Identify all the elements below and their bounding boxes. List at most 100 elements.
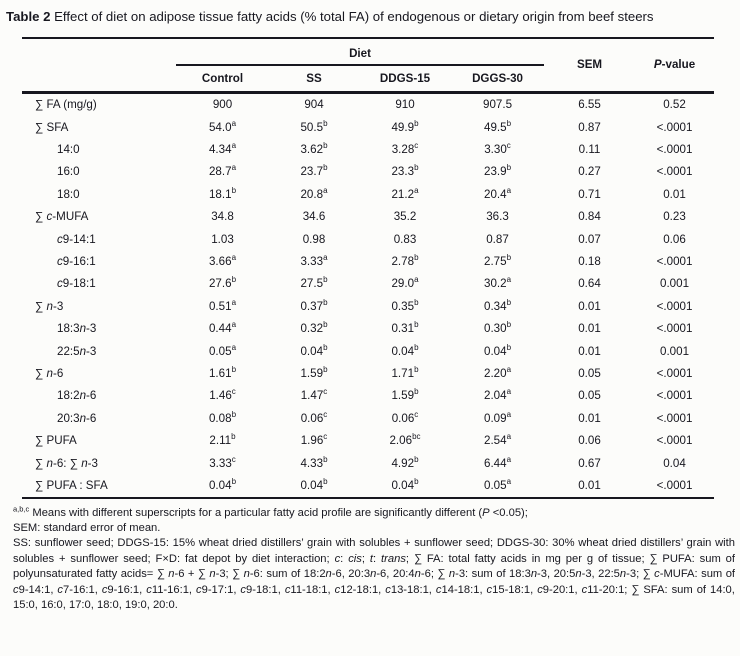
row-label: ∑ PUFA : SFA — [35, 478, 108, 492]
cell-ddgs-15: 23.3b — [391, 163, 419, 179]
cell-p-value: <.0001 — [656, 165, 693, 179]
cell-ss: 0.98 — [302, 232, 326, 246]
table-row: c9-16:1 3.66a 3.33a 2.78b 2.75b 0.18 <.0… — [22, 250, 714, 272]
cell-ss: 3.33a — [300, 253, 328, 269]
cell-control: 1.03 — [211, 232, 234, 246]
table-row: 16:0 28.7a 23.7b 23.3b 23.9b 0.27 <.0001 — [22, 161, 714, 183]
row-label: ∑ FA (mg/g) — [35, 98, 97, 112]
cell-p-value: <.0001 — [656, 366, 693, 380]
table-header: Diet SEM P-value Control SS DDGS-15 DGGS… — [22, 37, 715, 93]
cell-p-value: 0.52 — [663, 98, 686, 112]
cell-sem: 0.01 — [578, 478, 601, 492]
cell-p-value: <.0001 — [656, 322, 693, 336]
row-label: 20:3n-6 — [57, 411, 97, 425]
cell-p-value: <.0001 — [656, 478, 693, 492]
cell-p-value: 0.06 — [663, 232, 686, 246]
cell-ddgs-15: 2.06bc — [389, 432, 421, 448]
cell-sem: 0.11 — [578, 143, 601, 157]
cell-sem: 0.27 — [578, 165, 601, 179]
cell-sem: 0.18 — [578, 255, 601, 269]
cell-dggs-30: 3.30c — [484, 141, 511, 157]
table-row: 14:0 4.34a 3.62b 3.28c 3.30c 0.11 <.0001 — [22, 138, 714, 160]
cell-ss: 23.7b — [300, 163, 328, 179]
cell-dggs-30: 49.5b — [484, 118, 512, 134]
row-label: ∑ n-6: ∑ n-3 — [35, 456, 98, 470]
cell-ss: 20.8a — [300, 185, 328, 201]
stub-cell — [22, 38, 176, 93]
cell-control: 0.44a — [208, 320, 237, 336]
cell-p-value: 0.01 — [663, 187, 686, 201]
table-row: ∑ PUFA : SFA 0.04b 0.04b 0.04b 0.05a 0.0… — [22, 474, 714, 497]
cell-control: 2.11b — [209, 432, 236, 448]
cell-sem: 0.05 — [578, 389, 601, 403]
diet-columns-row: Control SS DDGS-15 DGGS-30 — [22, 65, 714, 93]
cell-dggs-30: 2.75b — [484, 253, 512, 269]
cell-sem: 0.07 — [578, 232, 601, 246]
cell-control: 3.33c — [209, 454, 236, 470]
cell-p-value: 0.23 — [663, 210, 686, 224]
row-label: c9-14:1 — [57, 232, 96, 246]
cell-ss: 4.33b — [300, 454, 328, 470]
cell-ss: 1.47c — [300, 387, 328, 403]
cell-ss: 0.04b — [300, 342, 328, 358]
row-label: 18:2n-6 — [57, 389, 97, 403]
cell-ss: 0.04b — [300, 477, 328, 492]
cell-p-value: <.0001 — [656, 411, 693, 425]
footnote-abbreviations: SS: sunflower seed; DDGS-15: 15% wheat d… — [13, 537, 736, 612]
cell-ss: 904 — [304, 98, 324, 112]
cell-control: 900 — [212, 98, 233, 112]
cell-p-value: 0.04 — [663, 456, 686, 470]
cell-ss: 34.6 — [302, 210, 326, 224]
cell-dggs-30: 2.54a — [484, 432, 512, 448]
cell-p-value: <.0001 — [656, 434, 693, 448]
cell-p-value: <.0001 — [656, 255, 693, 269]
cell-ddgs-15: 3.28c — [391, 141, 419, 157]
cell-dggs-30: 0.04b — [484, 342, 512, 358]
cell-ddgs-15: 0.04b — [391, 342, 419, 358]
row-label: ∑ SFA — [35, 120, 69, 134]
table-row: ∑ c-MUFA 34.8 34.6 35.2 36.3 0.84 0.23 — [22, 206, 714, 228]
row-label: 18:3n-3 — [57, 322, 97, 336]
table-row: 20:3n-6 0.08b 0.06c 0.06c 0.09a 0.01 <.0… — [22, 407, 714, 429]
footnote-sem: SEM: standard error of mean. — [13, 522, 161, 535]
cell-ddgs-15: 1.59b — [391, 387, 419, 403]
cell-ddgs-15: 49.9b — [391, 118, 419, 134]
cell-ddgs-15: 29.0a — [391, 275, 419, 291]
cell-sem: 0.05 — [578, 366, 601, 380]
row-label: 18:0 — [57, 187, 80, 201]
fatty-acid-table: Diet SEM P-value Control SS DDGS-15 DGGS… — [22, 36, 715, 499]
cell-p-value: <.0001 — [656, 299, 693, 313]
cell-control: 0.08b — [208, 409, 237, 425]
cell-ddgs-15: 35.2 — [393, 210, 417, 224]
cell-control: 54.0a — [208, 118, 237, 134]
cell-control: 0.51a — [208, 297, 237, 313]
table-row: 18:2n-6 1.46c 1.47c 1.59b 2.04a 0.05 <.0… — [22, 385, 714, 407]
cell-sem: 6.55 — [578, 98, 601, 112]
cell-ddgs-15: 910 — [395, 98, 415, 112]
cell-ss: 0.32b — [300, 320, 328, 336]
cell-control: 4.34a — [208, 141, 237, 157]
table-row: 18:3n-3 0.44a 0.32b 0.31b 0.30b 0.01 <.0… — [22, 318, 714, 340]
table-row: 22:5n-3 0.05a 0.04b 0.04b 0.04b 0.01 0.0… — [22, 340, 714, 362]
table-row: c9-14:1 1.03 0.98 0.83 0.87 0.07 0.06 — [22, 228, 714, 250]
cell-ss: 27.5b — [300, 275, 328, 291]
column-header-ddgs-15: DDGS-15 — [379, 71, 431, 85]
cell-control: 0.05a — [208, 342, 237, 358]
cell-control: 0.04b — [208, 477, 237, 492]
row-label: ∑ c-MUFA — [35, 210, 89, 224]
cell-dggs-30: 23.9b — [484, 163, 512, 179]
cell-p-value: <.0001 — [656, 120, 693, 134]
row-label: ∑ PUFA — [35, 434, 77, 448]
cell-sem: 0.71 — [578, 187, 601, 201]
cell-ddgs-15: 0.31b — [391, 320, 419, 336]
cell-control: 3.66a — [208, 253, 237, 269]
cell-ddgs-15: 0.04b — [391, 477, 419, 492]
cell-control: 27.6b — [208, 275, 237, 291]
cell-control: 34.8 — [211, 210, 234, 224]
cell-control: 1.61b — [208, 365, 237, 380]
cell-ddgs-15: 0.83 — [393, 232, 417, 246]
cell-dggs-30: 0.05a — [484, 477, 512, 492]
cell-ss: 3.62b — [300, 141, 328, 157]
cell-ss: 50.5b — [300, 118, 328, 134]
cell-sem: 0.01 — [578, 322, 601, 336]
